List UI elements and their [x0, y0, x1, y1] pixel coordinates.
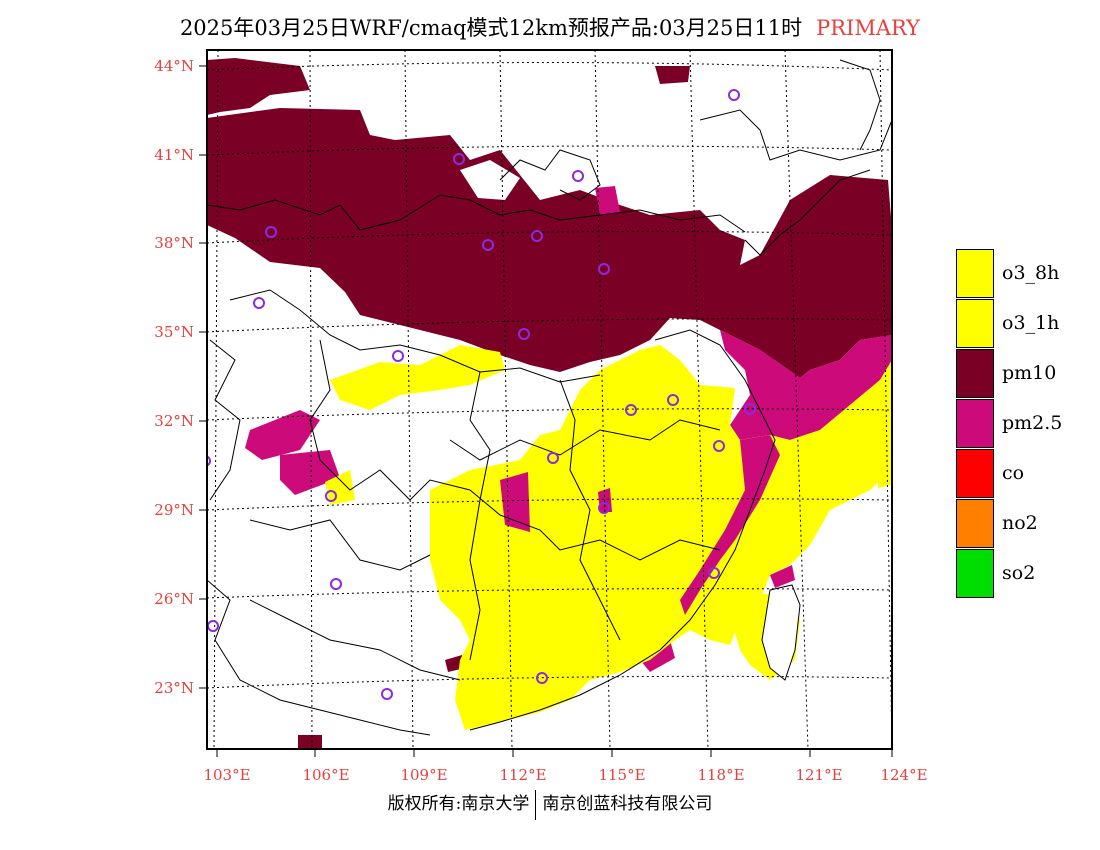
- station-marker: [547, 452, 559, 464]
- legend-item-co: co: [956, 449, 1100, 499]
- lon-label: 103°E: [203, 766, 250, 784]
- legend: o3_8h o3_1h pm10 pm2.5 co no2 so2: [956, 249, 1100, 599]
- legend-label: o3_8h: [1002, 262, 1060, 284]
- station-marker: [708, 567, 720, 579]
- station-marker: [392, 350, 404, 362]
- station-marker: [518, 328, 530, 340]
- lon-label: 121°E: [795, 766, 842, 784]
- station-marker: [265, 226, 277, 238]
- lon-label: 109°E: [400, 766, 447, 784]
- station-marker: [728, 89, 740, 101]
- station-marker: [207, 455, 211, 467]
- station-marker: [453, 153, 465, 165]
- lat-label: 29°N: [154, 501, 194, 519]
- lat-label: 44°N: [154, 57, 194, 75]
- legend-label: no2: [1002, 512, 1038, 534]
- lon-label: 106°E: [302, 766, 349, 784]
- footer-separator: [535, 789, 537, 820]
- station-marker: [531, 230, 543, 242]
- lat-label: 38°N: [154, 234, 194, 252]
- primary-tag: PRIMARY: [816, 16, 921, 40]
- station-marker: [625, 404, 637, 416]
- copyright-owner: 版权所有:南京大学: [387, 794, 530, 814]
- legend-label: co: [1002, 462, 1025, 484]
- map-frame: [206, 49, 893, 750]
- station-marker: [253, 297, 265, 309]
- station-marker: [330, 578, 342, 590]
- boundaries: [207, 59, 892, 736]
- legend-item-so2: so2: [956, 549, 1100, 599]
- legend-item-o3_1h: o3_1h: [956, 299, 1100, 349]
- lon-label: 118°E: [697, 766, 744, 784]
- lat-label: 23°N: [154, 679, 194, 697]
- station-marker: [536, 672, 548, 684]
- legend-label: pm10: [1002, 362, 1057, 384]
- pm10-region: [207, 58, 892, 749]
- taiwan-clear: [761, 584, 801, 681]
- lon-label: 115°E: [598, 766, 645, 784]
- clear-areas-north: [460, 125, 790, 205]
- graticule: [207, 50, 892, 749]
- station-markers: [207, 89, 756, 700]
- legend-item-no2: no2: [956, 499, 1100, 549]
- legend-swatch: [956, 499, 994, 548]
- legend-swatch: [956, 549, 994, 598]
- legend-swatch: [956, 349, 994, 398]
- legend-swatch: [956, 249, 994, 298]
- copyright-footer: 版权所有:南京大学 南京创蓝科技有限公司: [0, 789, 1100, 820]
- station-marker: [713, 440, 725, 452]
- legend-label: pm2.5: [1002, 412, 1063, 434]
- latitude-labels: 44°N 41°N 38°N 35°N 32°N 29°N 26°N 23°N: [154, 57, 194, 697]
- map-title: 2025年03月25日WRF/cmaq模式12km预报产品:03月25日11时 P…: [0, 12, 1100, 42]
- title-text: 2025年03月25日WRF/cmaq模式12km预报产品:03月25日11时: [179, 16, 803, 40]
- map-area: [207, 50, 892, 749]
- station-marker: [667, 394, 679, 406]
- legend-item-pm10: pm10: [956, 349, 1100, 399]
- lon-label: 124°E: [880, 766, 927, 784]
- station-marker: [572, 170, 584, 182]
- station-marker: [381, 688, 393, 700]
- longitude-labels: 103°E 106°E 109°E 112°E 115°E 118°E 121°…: [203, 766, 927, 784]
- station-marker: [598, 502, 610, 514]
- station-marker: [598, 263, 610, 275]
- legend-swatch: [956, 449, 994, 498]
- lat-label: 41°N: [154, 146, 194, 164]
- lat-label: 32°N: [154, 412, 194, 430]
- lat-label: 35°N: [154, 323, 194, 341]
- legend-item-o3_8h: o3_8h: [956, 249, 1100, 299]
- legend-item-pm2_5: pm2.5: [956, 399, 1100, 449]
- lat-label: 26°N: [154, 590, 194, 608]
- lon-label: 112°E: [499, 766, 546, 784]
- legend-swatch: [956, 299, 994, 348]
- station-marker: [325, 490, 337, 502]
- station-marker: [482, 239, 494, 251]
- copyright-company: 南京创蓝科技有限公司: [542, 794, 713, 814]
- legend-label: o3_1h: [1002, 312, 1060, 334]
- station-marker: [744, 403, 756, 415]
- legend-swatch: [956, 399, 994, 448]
- tick-marks: [199, 65, 893, 757]
- legend-label: so2: [1002, 562, 1036, 584]
